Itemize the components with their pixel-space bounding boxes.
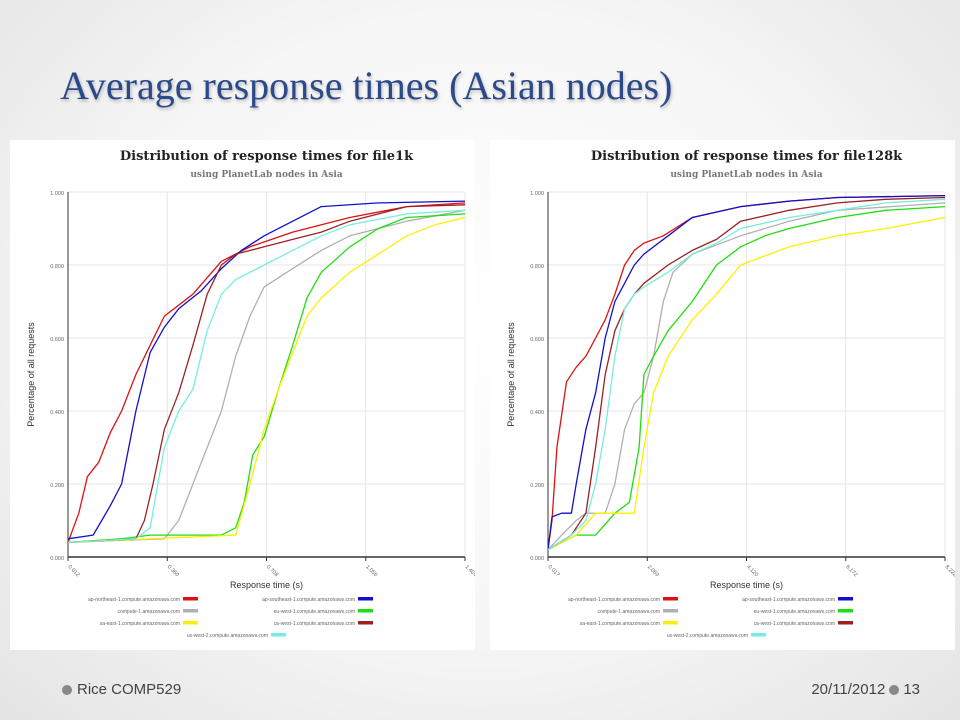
y-tick-label: 0.200 bbox=[530, 483, 544, 489]
legend-swatch bbox=[751, 633, 766, 637]
legend-swatch bbox=[838, 609, 853, 613]
chart-subtitle: using PlanetLab nodes in Asia bbox=[670, 170, 822, 180]
y-tick-label: 1.000 bbox=[530, 191, 544, 197]
bullet-dot-icon bbox=[62, 684, 72, 695]
legend-swatch bbox=[663, 621, 678, 625]
series-line-us-west-1 bbox=[67, 204, 466, 544]
footer-left: Rice COMP529 bbox=[62, 681, 181, 698]
series-line-ap-southeast-1 bbox=[547, 194, 946, 550]
series-line-sa-east-1 bbox=[547, 216, 946, 551]
y-tick-label: 0.400 bbox=[530, 410, 544, 416]
series-line-us-west-2 bbox=[67, 209, 466, 544]
series-line-compute-1 bbox=[547, 202, 946, 551]
legend-label: us-west-1.compute.amazonaws.com bbox=[754, 621, 835, 627]
chart-svg: Distribution of response times for file1… bbox=[10, 140, 475, 650]
footer-right: 20/11/2012 13 bbox=[811, 681, 920, 698]
chart-title: Distribution of response times for file1… bbox=[120, 149, 414, 164]
legend-label: ap-southeast-1.compute.amazonaws.com bbox=[262, 597, 355, 603]
y-axis-label: Percentage of all requests bbox=[506, 322, 516, 427]
y-tick-label: 0.000 bbox=[50, 556, 64, 562]
legend-label: us-west-2.compute.amazonaws.com bbox=[667, 633, 748, 639]
chart-title: Distribution of response times for file1… bbox=[591, 149, 903, 164]
legend-swatch bbox=[838, 597, 853, 601]
legend-swatch bbox=[271, 633, 286, 637]
y-tick-label: 1.000 bbox=[50, 191, 64, 197]
y-tick-label: 0.600 bbox=[530, 337, 544, 343]
legend-swatch bbox=[183, 597, 198, 601]
x-axis-label: Response time (s) bbox=[230, 580, 303, 590]
legend-swatch bbox=[663, 597, 678, 601]
y-tick-label: 0.800 bbox=[50, 264, 64, 270]
legend-swatch bbox=[358, 609, 373, 613]
series-line-eu-west-1 bbox=[67, 213, 466, 544]
footer-date: 20/11/2012 bbox=[811, 681, 886, 698]
separator-dot-icon bbox=[889, 684, 900, 695]
legend-label: us-west-1.compute.amazonaws.com bbox=[274, 621, 355, 627]
chart-file1k: Distribution of response times for file1… bbox=[10, 140, 475, 650]
footer-course: Rice COMP529 bbox=[77, 681, 182, 698]
page-number: 13 bbox=[903, 681, 920, 698]
y-tick-label: 0.200 bbox=[50, 483, 64, 489]
legend-label: sa-east-1.compute.amazonaws.com bbox=[580, 621, 660, 627]
series-line-us-west-2 bbox=[547, 198, 946, 551]
series-line-ap-southeast-1 bbox=[67, 200, 466, 540]
y-tick-label: 0.000 bbox=[530, 556, 544, 562]
legend-label: compute-1.amazonaws.com bbox=[597, 609, 660, 615]
legend-label: eu-west-1.compute.amazonaws.com bbox=[274, 609, 355, 615]
legend-swatch bbox=[358, 597, 373, 601]
legend-label: eu-west-1.compute.amazonaws.com bbox=[754, 609, 835, 615]
chart-background bbox=[10, 140, 475, 650]
legend-swatch bbox=[183, 609, 198, 613]
legend-swatch bbox=[838, 621, 853, 625]
legend-label: ap-northeast-1.compute.amazonaws.com bbox=[88, 597, 180, 603]
legend-label: compute-1.amazonaws.com bbox=[117, 609, 180, 615]
series-line-us-west-1 bbox=[547, 196, 946, 551]
series-line-ap-northeast-1 bbox=[67, 202, 466, 543]
legend-swatch bbox=[183, 621, 198, 625]
chart-svg: Distribution of response times for file1… bbox=[490, 140, 955, 650]
x-tick-label: 1.404 bbox=[464, 564, 475, 578]
y-axis-label: Percentage of all requests bbox=[26, 322, 36, 427]
chart-subtitle: using PlanetLab nodes in Asia bbox=[190, 170, 342, 180]
y-tick-label: 0.800 bbox=[530, 264, 544, 270]
legend-label: ap-southeast-1.compute.amazonaws.com bbox=[742, 597, 835, 603]
y-tick-label: 0.600 bbox=[50, 337, 64, 343]
legend-label: sa-east-1.compute.amazonaws.com bbox=[100, 621, 180, 627]
chart-file128k: Distribution of response times for file1… bbox=[490, 140, 955, 650]
x-axis-label: Response time (s) bbox=[710, 580, 783, 590]
series-line-compute-1 bbox=[67, 209, 466, 544]
chart-background bbox=[490, 140, 955, 650]
y-tick-label: 0.400 bbox=[50, 410, 64, 416]
series-line-eu-west-1 bbox=[547, 205, 946, 551]
legend-label: us-west-2.compute.amazonaws.com bbox=[187, 633, 268, 639]
legend-swatch bbox=[663, 609, 678, 613]
legend-label: ap-northeast-1.compute.amazonaws.com bbox=[568, 597, 660, 603]
series-line-sa-east-1 bbox=[67, 216, 466, 544]
legend-swatch bbox=[358, 621, 373, 625]
x-tick-label: 8.222 bbox=[944, 564, 955, 578]
slide-title: Average response times (Asian nodes) bbox=[60, 63, 673, 108]
